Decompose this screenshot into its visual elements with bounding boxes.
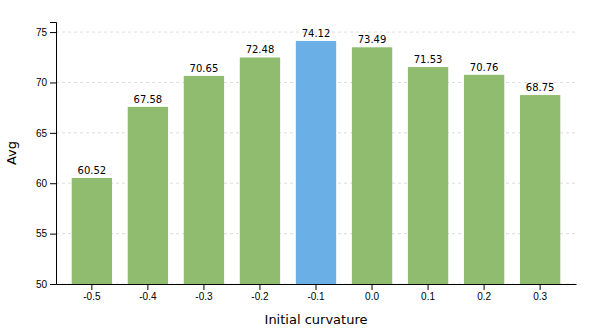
data-label: 74.12 — [302, 28, 331, 39]
tick: 0.3 — [533, 284, 547, 302]
grid — [56, 32, 576, 284]
bar — [520, 95, 560, 284]
tick-label: 0.1 — [421, 291, 435, 302]
x-axis-title: Initial curvature — [265, 312, 368, 327]
tick-mark — [50, 133, 56, 134]
tick-mark — [50, 82, 56, 83]
bar — [184, 76, 224, 284]
bar — [408, 67, 448, 284]
data-labels: 60.52 67.58 70.65 72.48 74.12 73.49 71.53 70.76… — [78, 28, 555, 176]
tick-label: 75 — [36, 27, 48, 38]
tick: -0.1 — [307, 284, 325, 302]
tick: 65 — [36, 128, 56, 139]
tick-label: 50 — [36, 279, 48, 290]
tick: 70 — [36, 77, 56, 88]
data-label: 68.75 — [526, 82, 555, 93]
tick-mark — [428, 284, 429, 290]
bar — [296, 41, 336, 284]
data-label: 72.48 — [246, 44, 275, 55]
tick-label: 55 — [36, 228, 48, 239]
tick-label: 60 — [36, 178, 48, 189]
tick: -0.5 — [83, 284, 101, 302]
tick-mark — [316, 284, 317, 290]
tick-label: 0.2 — [477, 291, 491, 302]
tick-label: -0.4 — [139, 291, 157, 302]
tick-label: 0.0 — [365, 291, 379, 302]
plot: 60.52 67.58 70.65 72.48 74.12 73.49 71.53 70.76… — [36, 23, 577, 303]
tick-mark — [372, 284, 373, 290]
data-label: 73.49 — [358, 34, 387, 45]
bar — [240, 57, 280, 284]
data-label: 71.53 — [414, 54, 443, 65]
tick: 0.1 — [421, 284, 435, 302]
tick: 0.2 — [477, 284, 491, 302]
tick-label: -0.2 — [251, 291, 269, 302]
tick-mark — [50, 183, 56, 184]
data-label: 60.52 — [78, 165, 107, 176]
bar — [128, 107, 168, 284]
tick-mark — [50, 284, 56, 285]
tick-mark — [203, 284, 204, 290]
chart: 60.52 67.58 70.65 72.48 74.12 73.49 71.53 70.76… — [0, 0, 592, 334]
bars — [72, 41, 561, 284]
y-axis: 50 55 60 65 70 75 — [36, 23, 57, 290]
tick: -0.4 — [139, 284, 157, 302]
tick-mark — [50, 32, 56, 33]
tick-mark — [540, 284, 541, 290]
axis-line — [50, 23, 57, 285]
tick-mark — [50, 234, 56, 235]
tick-mark — [147, 284, 148, 290]
tick-label: 0.3 — [533, 291, 547, 302]
tick: 55 — [36, 228, 56, 239]
tick-mark — [91, 284, 92, 290]
data-label: 70.65 — [190, 63, 219, 74]
bar — [464, 75, 504, 284]
tick-mark — [484, 284, 485, 290]
tick-label: 65 — [36, 128, 48, 139]
tick-label: -0.5 — [83, 291, 101, 302]
bar — [72, 178, 112, 284]
tick-label: 70 — [36, 77, 48, 88]
data-label: 67.58 — [134, 94, 163, 105]
x-axis: -0.5 -0.4 -0.3 -0.2 -0.1 0.0 0.1 0.2 0.3 — [57, 284, 577, 302]
data-label: 70.76 — [470, 62, 499, 73]
tick: -0.3 — [195, 284, 213, 302]
tick: -0.2 — [251, 284, 269, 302]
y-axis-title: Avg — [4, 141, 19, 165]
bar — [352, 47, 392, 284]
tick: 0.0 — [365, 284, 379, 302]
tick-label: -0.1 — [307, 291, 325, 302]
tick: 50 — [36, 279, 56, 290]
tick: 60 — [36, 178, 56, 189]
tick-label: -0.3 — [195, 291, 213, 302]
tick: 75 — [36, 27, 56, 38]
tick-mark — [259, 284, 260, 290]
